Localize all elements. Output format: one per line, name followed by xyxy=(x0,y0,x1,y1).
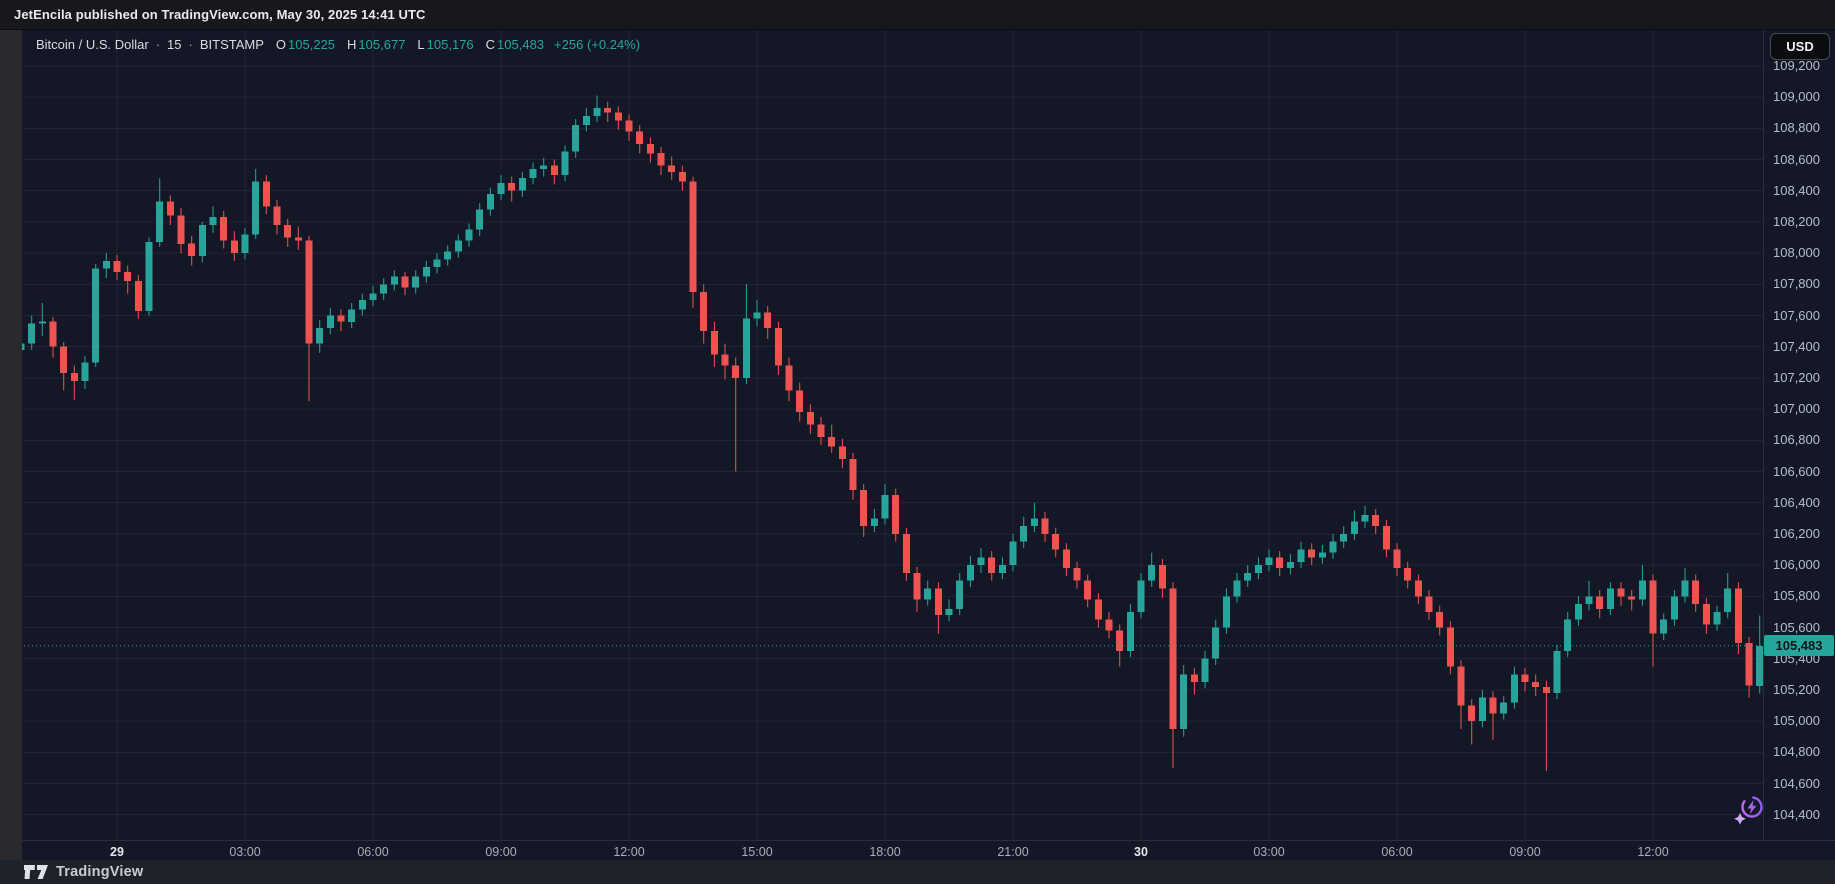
time-axis-label: 30 xyxy=(1134,845,1148,859)
low-value: 105,176 xyxy=(426,37,474,52)
legend-separator: · xyxy=(155,37,161,52)
time-axis-label: 29 xyxy=(110,845,124,859)
time-axis-label: 15:00 xyxy=(741,845,773,859)
price-axis-label: 108,800 xyxy=(1773,120,1820,136)
symbol-title[interactable]: Bitcoin / U.S. Dollar xyxy=(36,37,149,52)
chart-legend[interactable]: Bitcoin / U.S. Dollar · 15 · BITSTAMP O … xyxy=(36,37,640,52)
price-axis-label: 105,600 xyxy=(1773,619,1820,635)
change-value: +256 (+0.24%) xyxy=(554,37,641,52)
time-axis[interactable]: 29 03:00 06:00 09:00 12:00 15:00 18:00 21:00 30 0… xyxy=(0,840,1835,860)
price-axis-label: 105,000 xyxy=(1773,713,1820,729)
price-axis-label: 109,000 xyxy=(1773,89,1820,105)
open-label: O xyxy=(275,37,287,52)
tradingview-logo-icon[interactable] xyxy=(24,864,48,880)
candlestick-chart[interactable] xyxy=(0,30,1835,860)
open-value: 105,225 xyxy=(288,37,336,52)
time-axis-label: 06:00 xyxy=(1381,845,1413,859)
price-axis[interactable]: 109,200 109,000 108,800 108,600 108,400 108,2… xyxy=(1763,30,1835,840)
price-axis-label: 105,800 xyxy=(1773,588,1820,604)
price-axis-label: 104,400 xyxy=(1773,806,1820,822)
time-axis-label: 21:00 xyxy=(997,845,1029,859)
price-axis-label: 107,800 xyxy=(1773,276,1820,292)
close-value: 105,483 xyxy=(497,37,545,52)
price-axis-label: 108,400 xyxy=(1773,182,1820,198)
tradingview-brand-text[interactable]: TradingView xyxy=(56,864,144,880)
price-axis-label: 107,000 xyxy=(1773,401,1820,417)
time-axis-label: 12:00 xyxy=(1637,845,1669,859)
legend-separator: · xyxy=(188,37,193,52)
footer-bar: TradingView xyxy=(0,860,1835,884)
time-axis-label: 09:00 xyxy=(1509,845,1541,859)
chart-area[interactable]: Bitcoin / U.S. Dollar · 15 · BITSTAMP O … xyxy=(0,30,1835,860)
price-axis-label: 107,200 xyxy=(1773,369,1820,385)
price-axis-label: 106,200 xyxy=(1773,525,1820,541)
time-axis-label: 03:00 xyxy=(1253,845,1285,859)
last-price-tag: 105,483 xyxy=(1764,635,1834,657)
price-axis-label: 108,600 xyxy=(1773,151,1820,167)
price-axis-label: 106,800 xyxy=(1773,432,1820,448)
price-axis-label: 104,800 xyxy=(1773,744,1820,760)
time-axis-label: 06:00 xyxy=(357,845,389,859)
price-axis-label: 105,200 xyxy=(1773,681,1820,697)
high-label: H xyxy=(347,37,357,52)
time-axis-label: 12:00 xyxy=(613,845,645,859)
interval-label[interactable]: 15 xyxy=(167,37,182,52)
close-label: C xyxy=(485,37,496,52)
attribution-bar: JetEncila published on TradingView.com, … xyxy=(0,0,1835,30)
price-axis-label: 108,000 xyxy=(1773,245,1820,261)
attribution-text: JetEncila published on TradingView.com, … xyxy=(14,7,426,22)
high-value: 105,677 xyxy=(358,37,406,52)
currency-toggle-button[interactable]: USD xyxy=(1770,33,1830,60)
time-axis-label: 18:00 xyxy=(869,845,901,859)
price-axis-label: 104,600 xyxy=(1773,775,1820,791)
left-edge-strip xyxy=(0,30,22,860)
price-axis-label: 107,600 xyxy=(1773,307,1820,323)
price-axis-label: 107,400 xyxy=(1773,338,1820,354)
time-axis-label: 03:00 xyxy=(229,845,261,859)
price-axis-label: 106,000 xyxy=(1773,557,1820,573)
price-axis-label: 109,200 xyxy=(1773,57,1820,73)
low-label: L xyxy=(417,37,425,52)
time-axis-label: 09:00 xyxy=(485,845,517,859)
price-axis-label: 108,200 xyxy=(1773,213,1820,229)
price-axis-label: 106,400 xyxy=(1773,494,1820,510)
exchange-label[interactable]: BITSTAMP xyxy=(199,37,264,52)
boost-icon[interactable] xyxy=(1732,794,1766,828)
price-axis-label: 106,600 xyxy=(1773,463,1820,479)
